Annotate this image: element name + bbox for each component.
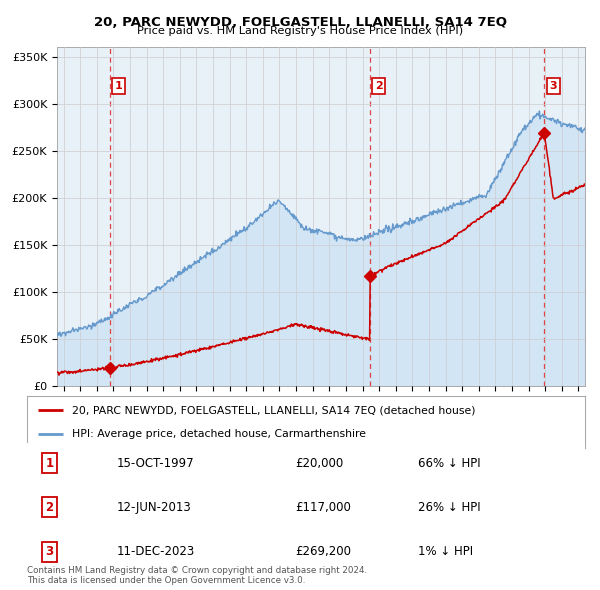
Text: £269,200: £269,200	[295, 545, 351, 558]
Text: 15-OCT-1997: 15-OCT-1997	[116, 457, 194, 470]
Text: 2: 2	[45, 501, 53, 514]
Text: HPI: Average price, detached house, Carmarthenshire: HPI: Average price, detached house, Carm…	[71, 430, 365, 440]
Text: 20, PARC NEWYDD, FOELGASTELL, LLANELLI, SA14 7EQ: 20, PARC NEWYDD, FOELGASTELL, LLANELLI, …	[94, 16, 506, 29]
Text: 1: 1	[45, 457, 53, 470]
Text: Price paid vs. HM Land Registry's House Price Index (HPI): Price paid vs. HM Land Registry's House …	[137, 26, 463, 36]
Text: 20, PARC NEWYDD, FOELGASTELL, LLANELLI, SA14 7EQ (detached house): 20, PARC NEWYDD, FOELGASTELL, LLANELLI, …	[71, 405, 475, 415]
Text: £117,000: £117,000	[295, 501, 351, 514]
Text: 26% ↓ HPI: 26% ↓ HPI	[418, 501, 480, 514]
Text: 1% ↓ HPI: 1% ↓ HPI	[418, 545, 473, 558]
Text: 11-DEC-2023: 11-DEC-2023	[116, 545, 194, 558]
Text: £20,000: £20,000	[295, 457, 343, 470]
Text: 12-JUN-2013: 12-JUN-2013	[116, 501, 191, 514]
Text: 1: 1	[115, 81, 122, 91]
Text: 66% ↓ HPI: 66% ↓ HPI	[418, 457, 480, 470]
Text: 3: 3	[550, 81, 557, 91]
Text: 2: 2	[375, 81, 383, 91]
Text: Contains HM Land Registry data © Crown copyright and database right 2024.
This d: Contains HM Land Registry data © Crown c…	[27, 566, 367, 585]
Text: 3: 3	[45, 545, 53, 558]
